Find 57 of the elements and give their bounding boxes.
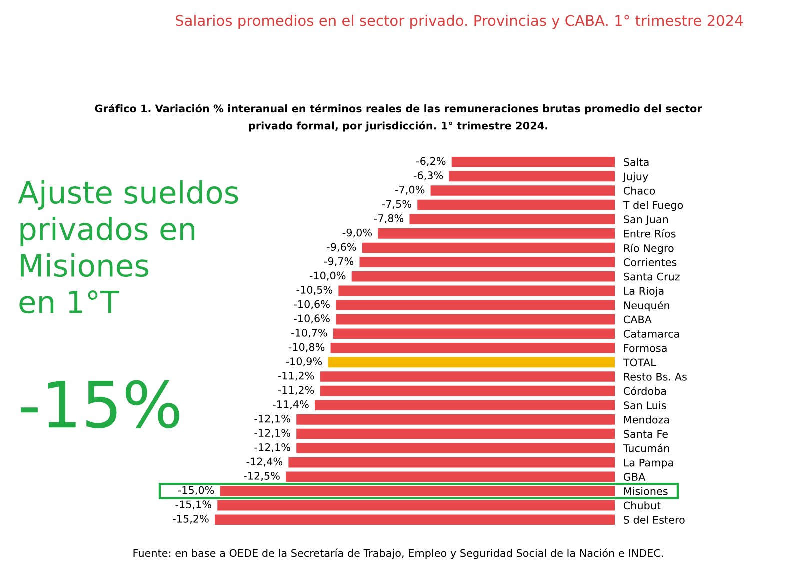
data-label: -10,6% <box>294 314 330 324</box>
y-tick-label: La Pampa <box>624 458 674 469</box>
data-label: -10,9% <box>286 358 322 367</box>
data-label: -11,2% <box>278 386 314 396</box>
y-tick-label: Río Negro <box>624 244 674 254</box>
data-label: -12,4% <box>246 458 283 467</box>
y-tick-label: Mendoza <box>624 416 670 424</box>
y-tick-label: GBA <box>624 473 646 482</box>
y-tick-label: Neuquén <box>624 301 670 312</box>
data-label: -10,0% <box>310 272 346 281</box>
y-tick-label: Córdoba <box>624 386 666 396</box>
data-label: -12,1% <box>254 429 290 438</box>
y-tick-label: Entre Ríos <box>624 229 676 238</box>
y-tick-label: Salta <box>624 158 649 166</box>
y-tick-label: T del Fuego <box>623 201 684 212</box>
data-label: -7,8% <box>374 214 404 224</box>
data-label: -12,5% <box>244 472 280 482</box>
y-tick-label: Jujuy <box>622 172 648 183</box>
source-note: Fuente: en base a OEDE de la Secretaría de Trabajo, Empleo y Seguridad Social de la Nación e INDEC. <box>134 548 664 560</box>
data-label: -11,2% <box>278 372 314 381</box>
data-label: -9,6% <box>327 243 356 252</box>
y-tick-label: San Juan <box>624 216 668 226</box>
data-label: -10,8% <box>288 343 325 352</box>
y-tick-label: TOTAL <box>623 358 656 367</box>
y-tick-label: Formosa <box>624 344 667 352</box>
y-tick-label: S del Estero <box>624 516 685 524</box>
y-tick-label: Resto Bs. As <box>624 373 687 381</box>
data-label: -7,5% <box>382 200 412 210</box>
data-label: -15,2% <box>173 514 209 524</box>
text: -15% <box>21 380 180 429</box>
y-tick-label: CABA <box>624 316 652 324</box>
y-tick-label: Corrientes <box>624 258 677 266</box>
data-label: -12,1% <box>254 414 290 424</box>
data-label: -7,0% <box>396 186 425 195</box>
y-tick-label: Misiones <box>624 487 668 496</box>
y-tick-label: Santa Fe <box>624 430 668 438</box>
chart-subtitle: Gráfico 1. Variación % interanual en términos reales de las remuneraciones brutas promedio del sector privado formal, por jurisdicción. 1° trimestre 2024. <box>95 104 702 132</box>
data-label: -15,0% <box>178 486 214 496</box>
annotation: Ajuste sueldos privados en Misiones en 1°T <box>18 180 238 314</box>
data-label: -10,7% <box>292 328 328 338</box>
chart-title: Salarios promedios en el sector privado. Provincias y CABA. 1° trimestre 2024 <box>176 14 744 30</box>
data-label: -9,7% <box>324 257 354 266</box>
data-label: -11,4% <box>273 400 309 410</box>
data-label: -6,2% <box>416 157 446 166</box>
data-label: -12,1% <box>254 443 290 452</box>
y-tick-label: La Rioja <box>624 286 664 298</box>
y-tick-label: Santa Cruz <box>624 272 680 281</box>
data-label: -9,0% <box>342 228 372 238</box>
y-tick-label: Chaco <box>624 186 656 195</box>
y-tick-label: Catamarca <box>624 330 680 338</box>
y-tick-label: Tucumán <box>623 444 670 452</box>
data-label: -10,5% <box>296 286 333 296</box>
y-tick-label: San Luis <box>624 401 666 410</box>
data-label: -10,6% <box>294 300 330 310</box>
y-tick-label: Chubut <box>624 502 661 510</box>
data-label: -15,1% <box>176 500 212 510</box>
data-label: -6,3% <box>414 172 444 181</box>
